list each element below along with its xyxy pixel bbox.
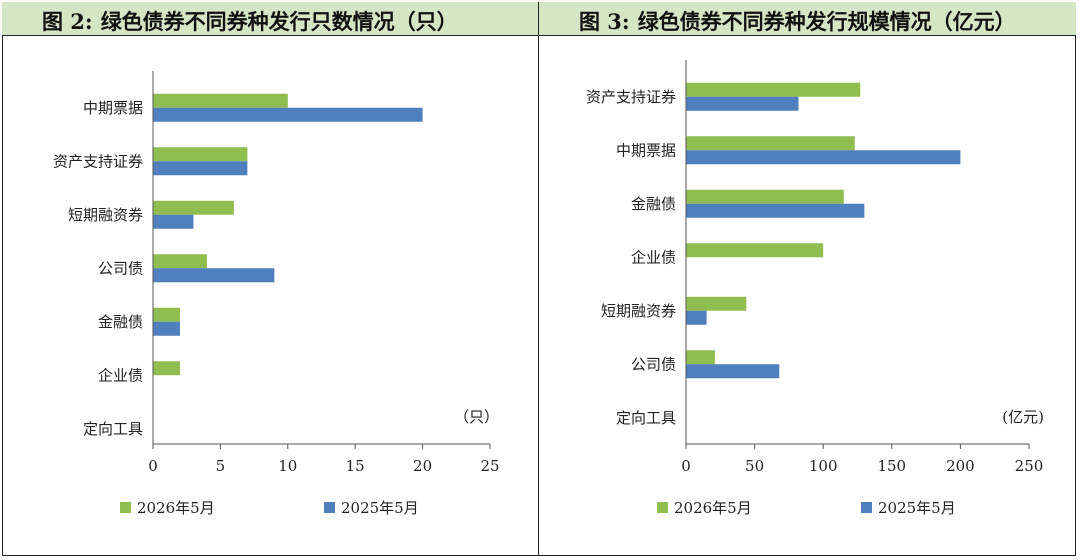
x-tick-label: 25 xyxy=(480,457,499,475)
x-tick-label: 5 xyxy=(216,457,226,475)
bar-2026 xyxy=(153,147,248,162)
figure-title: 绿色债券不同券种发行规模情况（亿元） xyxy=(637,9,1016,34)
x-tick-label: 10 xyxy=(278,457,297,475)
bar-2025 xyxy=(153,161,248,176)
x-tick-label: 0 xyxy=(148,457,158,475)
legend-label: 2026年5月 xyxy=(137,499,215,517)
figure-title: 绿色债券不同券种发行只数情况（只） xyxy=(100,9,458,34)
category-label: 短期融资券 xyxy=(68,206,143,224)
panel-header: 图 3: 绿色债券不同券种发行规模情况（亿元） xyxy=(539,2,1076,36)
x-tick-label: 15 xyxy=(346,457,365,475)
category-label: 短期融资券 xyxy=(601,302,676,320)
panel-header: 图 2: 绿色债券不同券种发行只数情况（只） xyxy=(2,2,538,36)
x-tick-label: 100 xyxy=(809,457,838,475)
category-label: 金融债 xyxy=(98,313,143,331)
legend-label: 2026年5月 xyxy=(674,499,752,517)
x-tick-label: 20 xyxy=(413,457,432,475)
bar-2026 xyxy=(686,243,824,258)
panel-count: 图 2: 绿色债券不同券种发行只数情况（只） 中期票据资产支持证券短期融资券公司债… xyxy=(2,2,538,556)
bar-2025 xyxy=(153,214,194,229)
category-label: 中期票据 xyxy=(83,99,143,117)
x-tick-label: 250 xyxy=(1015,457,1044,475)
x-tick-label: 150 xyxy=(877,457,906,475)
bar-2026 xyxy=(153,93,288,108)
bar-2026 xyxy=(153,200,234,215)
x-tick-label: 0 xyxy=(681,457,691,475)
unit-label: （只） xyxy=(454,408,499,426)
bar-2026 xyxy=(686,136,855,151)
bar-2026 xyxy=(153,361,180,376)
legend-label: 2025年5月 xyxy=(341,499,419,517)
panel-title: 图 3: 绿色债券不同券种发行规模情况（亿元） xyxy=(579,6,1024,36)
legend-swatch xyxy=(861,502,872,513)
bar-2025 xyxy=(153,268,275,283)
bar-2025 xyxy=(153,107,423,122)
bar-2026 xyxy=(153,307,180,322)
bar-2025 xyxy=(686,310,707,325)
bar-2026 xyxy=(153,254,207,269)
category-label: 资产支持证券 xyxy=(586,88,676,106)
legend-label: 2025年5月 xyxy=(878,499,956,517)
bar-2026 xyxy=(686,82,861,97)
category-label: 公司债 xyxy=(631,355,676,373)
panel-divider xyxy=(538,2,539,556)
legend-swatch xyxy=(324,502,335,513)
category-label: 定向工具 xyxy=(616,409,676,427)
category-label: 企业债 xyxy=(98,366,143,384)
panel-title: 图 2: 绿色债券不同券种发行只数情况（只） xyxy=(42,6,466,36)
category-label: 金融债 xyxy=(631,195,676,213)
category-label: 企业债 xyxy=(631,248,676,266)
category-label: 资产支持证券 xyxy=(53,152,143,170)
category-label: 定向工具 xyxy=(83,420,143,438)
bar-2025 xyxy=(686,364,780,379)
bar-2025 xyxy=(153,321,180,336)
unit-label: (亿元) xyxy=(1002,408,1044,426)
legend-swatch xyxy=(120,502,131,513)
category-label: 公司债 xyxy=(98,259,143,277)
figure-label: 图 3: xyxy=(579,9,630,34)
bar-2025 xyxy=(686,150,961,165)
category-label: 中期票据 xyxy=(616,141,676,159)
panel-scale: 图 3: 绿色债券不同券种发行规模情况（亿元） 资产支持证券中期票据金融债企业债短… xyxy=(539,2,1076,556)
figure-label: 图 2: xyxy=(42,9,93,34)
bar-2026 xyxy=(686,189,844,204)
bar-2025 xyxy=(686,96,799,111)
x-tick-label: 200 xyxy=(946,457,975,475)
bar-2026 xyxy=(686,350,715,365)
x-tick-label: 50 xyxy=(745,457,764,475)
bar-2026 xyxy=(686,296,747,311)
legend-swatch xyxy=(657,502,668,513)
bar-2025 xyxy=(686,203,865,218)
